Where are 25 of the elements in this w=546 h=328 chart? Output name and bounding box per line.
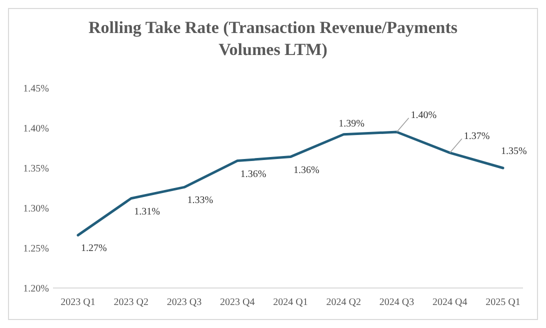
data-label: 1.27% bbox=[81, 243, 107, 254]
x-tick-label: 2023 Q1 bbox=[60, 297, 96, 308]
chart-title: Rolling Take Rate (Transaction Revenue/Payments Volumes LTM) bbox=[88, 18, 458, 59]
data-label: 1.40% bbox=[410, 110, 437, 121]
x-tick-label: 2025 Q1 bbox=[486, 297, 520, 308]
data-label: 1.36% bbox=[294, 164, 320, 176]
data-label: 1.36% bbox=[240, 168, 266, 180]
y-tick-label: 1.20% bbox=[23, 284, 49, 294]
data-label: 1.39% bbox=[338, 118, 364, 130]
x-tick-label: 2024 Q2 bbox=[326, 297, 361, 308]
y-tick-label: 1.45% bbox=[23, 84, 49, 94]
y-tick-label: 1.40% bbox=[23, 124, 49, 134]
x-tick-label: 2023 Q2 bbox=[114, 297, 148, 308]
x-tick-label: 2024 Q3 bbox=[379, 297, 414, 308]
x-tick-label: 2024 Q1 bbox=[273, 297, 308, 308]
y-tick-label: 1.30% bbox=[23, 204, 49, 214]
data-label: 1.33% bbox=[187, 195, 214, 206]
x-tick-label: 2024 Q4 bbox=[432, 297, 468, 308]
x-tick-label: 2023 Q4 bbox=[220, 297, 255, 308]
data-label: 1.31% bbox=[134, 206, 160, 218]
data-label: 1.37% bbox=[464, 130, 490, 142]
data-label: 1.35% bbox=[501, 146, 527, 157]
y-tick-label: 1.25% bbox=[23, 244, 49, 254]
x-tick-label: 2023 Q3 bbox=[166, 297, 202, 308]
y-tick-label: 1.35% bbox=[23, 164, 49, 174]
